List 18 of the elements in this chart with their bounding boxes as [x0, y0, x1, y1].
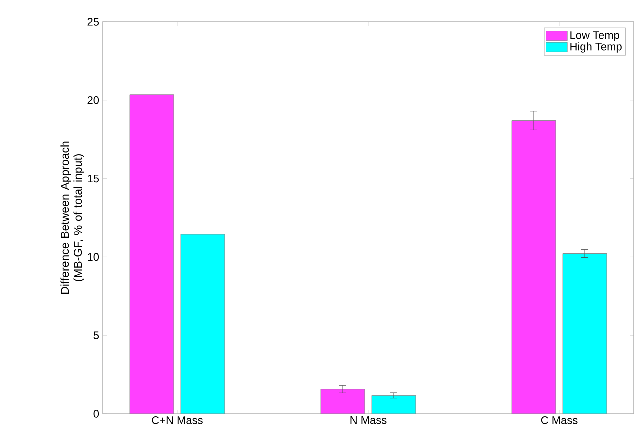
legend-label: High Temp — [570, 42, 622, 53]
y-tick-label: 0 — [94, 410, 100, 418]
y-tick-label: 20 — [88, 96, 100, 104]
bar — [320, 389, 366, 414]
legend-label: Low Temp — [570, 32, 620, 42]
y-axis-title: Difference Between Approach (MB-GF, % of total input) — [60, 142, 84, 294]
y-tick-label: 15 — [88, 174, 100, 183]
y-tick-label: 5 — [94, 332, 100, 340]
bar — [372, 395, 416, 414]
y-tick-label: 10 — [88, 253, 100, 262]
bar — [130, 94, 174, 414]
bar — [180, 234, 226, 414]
bar — [562, 254, 608, 414]
bar — [512, 120, 556, 414]
x-tick-label: C Mass — [541, 416, 578, 424]
y-tick-label: 25 — [88, 18, 100, 26]
x-tick-label: N Mass — [350, 416, 387, 424]
x-tick-label: C+N Mass — [152, 416, 203, 424]
